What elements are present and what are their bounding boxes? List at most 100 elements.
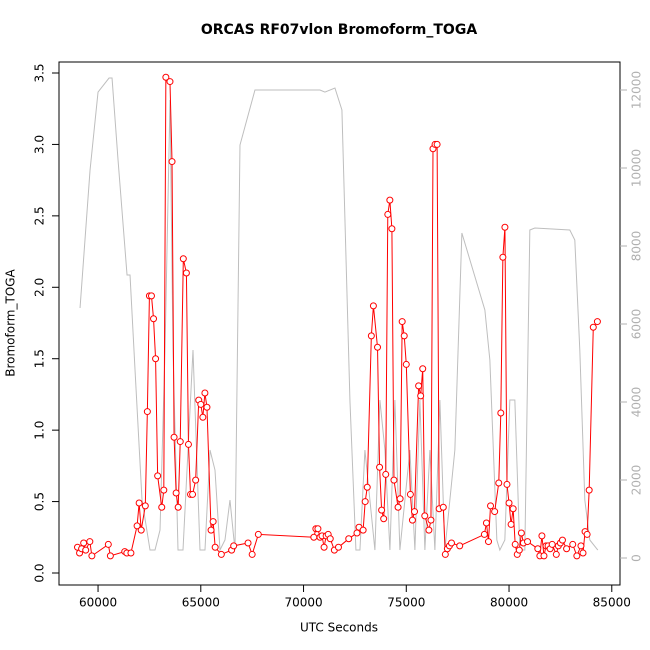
data-point	[548, 540, 556, 548]
y-axis-label: Bromoform_TOGA	[4, 268, 18, 376]
data-point	[211, 543, 219, 551]
data-point	[388, 225, 396, 233]
data-point	[363, 483, 371, 491]
data-point	[353, 529, 361, 537]
data-point	[482, 519, 490, 527]
data-point	[433, 140, 441, 148]
data-point	[402, 360, 410, 368]
data-point	[170, 433, 178, 441]
data-point	[166, 78, 174, 86]
data-point	[382, 470, 390, 478]
data-point	[133, 522, 141, 530]
data-point	[396, 495, 404, 503]
series-line	[79, 77, 599, 552]
data-point	[168, 158, 176, 166]
data-point	[552, 550, 560, 558]
data-point	[558, 536, 566, 544]
data-point	[80, 539, 88, 547]
data-point	[439, 503, 447, 511]
y2-tick-label: 12000	[630, 71, 644, 109]
data-point	[425, 526, 433, 534]
data-point	[487, 502, 495, 510]
data-point	[378, 506, 386, 514]
data-point	[254, 530, 262, 538]
data-point	[244, 539, 252, 547]
data-point	[415, 382, 423, 390]
data-point	[441, 550, 449, 558]
data-point	[217, 550, 225, 558]
data-point	[480, 530, 488, 538]
data-point	[524, 538, 532, 546]
data-point	[201, 389, 209, 397]
data-point	[162, 73, 170, 81]
data-point	[386, 196, 394, 204]
y-tick-label: 0.5	[33, 492, 47, 511]
data-point	[104, 540, 112, 548]
data-point	[577, 542, 585, 550]
y-tick-label: 1.5	[33, 349, 47, 368]
data-point	[320, 543, 328, 551]
x-tick-label: 70000	[284, 596, 322, 610]
data-point	[507, 520, 515, 528]
data-point	[421, 512, 429, 520]
data-point	[563, 545, 571, 553]
data-point	[82, 546, 90, 554]
data-point	[569, 540, 577, 548]
data-point	[176, 438, 184, 446]
data-point	[160, 486, 168, 494]
data-point	[400, 332, 408, 340]
data-point	[589, 323, 597, 331]
data-point	[209, 518, 217, 526]
data-point	[345, 535, 353, 543]
data-point	[192, 476, 200, 484]
data-point	[411, 508, 419, 516]
data-point	[380, 515, 388, 523]
data-point	[593, 318, 601, 326]
data-point	[182, 269, 190, 277]
data-point	[314, 525, 322, 533]
data-point	[135, 499, 143, 507]
data-point	[207, 526, 215, 534]
data-point	[517, 529, 525, 537]
data-point	[184, 440, 192, 448]
data-point	[158, 503, 166, 511]
data-point	[501, 223, 509, 231]
y-tick-label: 2.5	[33, 206, 47, 225]
y2-tick-label: 10000	[630, 149, 644, 187]
y-tick-label: 3.0	[33, 135, 47, 154]
x-tick-label: 75000	[387, 596, 425, 610]
chart-title: ORCAS RF07vlon Bromoform_TOGA	[201, 22, 478, 38]
y2-tick-label: 8000	[630, 231, 644, 262]
data-point	[172, 489, 180, 497]
data-point	[376, 463, 384, 471]
y2-tick-label: 6000	[630, 309, 644, 340]
data-point	[203, 403, 211, 411]
y-tick-label: 0.0	[33, 563, 47, 582]
data-point	[141, 502, 149, 510]
data-point	[179, 255, 187, 263]
data-point	[143, 408, 151, 416]
data-point	[152, 355, 160, 363]
y-tick-label: 3.5	[33, 63, 47, 82]
y2-tick-label: 2000	[630, 465, 644, 496]
data-point	[394, 503, 402, 511]
x-tick-label: 65000	[182, 596, 220, 610]
data-point	[447, 539, 455, 547]
data-point	[310, 533, 318, 541]
x-tick-label: 80000	[490, 596, 528, 610]
x-axis-label: UTC Seconds	[300, 621, 378, 635]
data-point	[417, 392, 425, 400]
data-point	[509, 505, 517, 513]
data-point	[106, 552, 114, 560]
data-point	[456, 542, 464, 550]
data-point	[367, 332, 375, 340]
data-point	[497, 409, 505, 417]
data-point	[150, 315, 158, 323]
data-point	[408, 516, 416, 524]
data-point	[484, 538, 492, 546]
data-point	[491, 508, 499, 516]
data-point	[427, 516, 435, 524]
data-point	[86, 538, 94, 546]
y-tick-label: 1.0	[33, 421, 47, 440]
